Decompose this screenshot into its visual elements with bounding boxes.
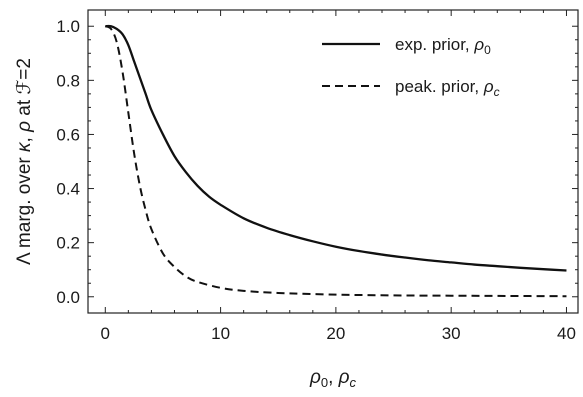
series-line-exp-prior (105, 24, 567, 272)
x-tick-label: 0 (101, 324, 110, 343)
x-axis-label: ρ0, ρc (309, 367, 357, 390)
x-tick-label: 10 (211, 324, 230, 343)
y-tick-label: 0.4 (56, 180, 80, 199)
legend-item-solid: exp. prior, ρ0 (322, 35, 491, 57)
legend-label-peak-prior: peak. prior, ρc (395, 77, 500, 99)
legend: exp. prior, ρ0 peak. prior, ρc (322, 35, 500, 99)
x-tick-label: 40 (557, 324, 576, 343)
series-layer (104, 24, 567, 298)
y-axis-label: Λ marg. over κ, ρ at ℱ=2 (14, 58, 35, 265)
y-tick-label: 0.8 (56, 71, 80, 90)
legend-label-exp-prior: exp. prior, ρ0 (395, 35, 491, 57)
legend-item-dashed: peak. prior, ρc (322, 77, 500, 99)
y-tick-label: 0.2 (56, 234, 80, 253)
y-tick-label: 0.6 (56, 125, 80, 144)
x-tick-label: 30 (442, 324, 461, 343)
y-tick-label: 1.0 (56, 17, 80, 36)
y-tick-label: 0.0 (56, 288, 80, 307)
x-tick-label: 20 (326, 324, 345, 343)
series-line-peak-prior (104, 25, 567, 298)
axis-ticks: 0 10 20 30 40 0.0 0.2 0.4 0.6 0.8 1.0 (56, 10, 578, 343)
